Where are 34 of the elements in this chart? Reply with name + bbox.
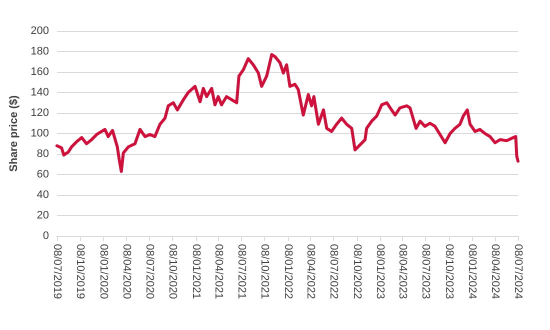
x-tick-label: 08/04/2021 [212,244,224,300]
x-tick-label: 08/07/2019 [51,244,63,300]
x-tick-label: 08/01/2022 [282,244,294,300]
x-tick-label: 08/10/2021 [258,244,271,300]
x-tick-label: 08/10/2020 [166,244,179,300]
y-tick-label: 80 [36,148,49,160]
y-tick-label: 100 [30,128,49,140]
x-tick-label: 08/07/2024 [512,244,524,300]
x-tick-label: 08/04/2020 [120,244,132,300]
y-tick-label: 180 [30,46,49,58]
y-tick-label: 40 [36,189,49,201]
x-tick-label: 08/01/2021 [190,244,202,300]
y-axis-title: Share price ($) [8,94,20,172]
y-tick-label: 60 [36,168,49,180]
x-tick-label: 08/07/2022 [328,244,340,300]
x-tick-label: 08/04/2024 [489,244,502,300]
x-tick-label: 08/04/2022 [304,244,317,300]
y-tick-label: 20 [36,210,49,222]
y-tick-label: 0 [42,230,49,242]
y-tick-label: 140 [30,86,49,98]
x-tick-label: 08/01/2024 [466,244,478,300]
x-tick-label: 08/04/2023 [396,244,409,300]
x-tick-label: 08/10/2019 [74,244,86,300]
x-tick-label: 08/10/2022 [350,244,363,300]
x-tick-label: 08/01/2020 [97,244,110,300]
x-tick-label: 08/07/2023 [420,244,432,300]
x-tick-label: 08/07/2021 [235,244,248,300]
y-tick-label: 120 [30,107,49,119]
x-tick-label: 08/07/2020 [143,244,156,300]
y-tick-label: 160 [30,66,49,78]
y-tick-label: 200 [30,25,49,37]
x-tick-label: 08/01/2023 [374,244,386,300]
line-series [56,53,520,173]
x-tick-label: 08/10/2023 [442,244,455,300]
